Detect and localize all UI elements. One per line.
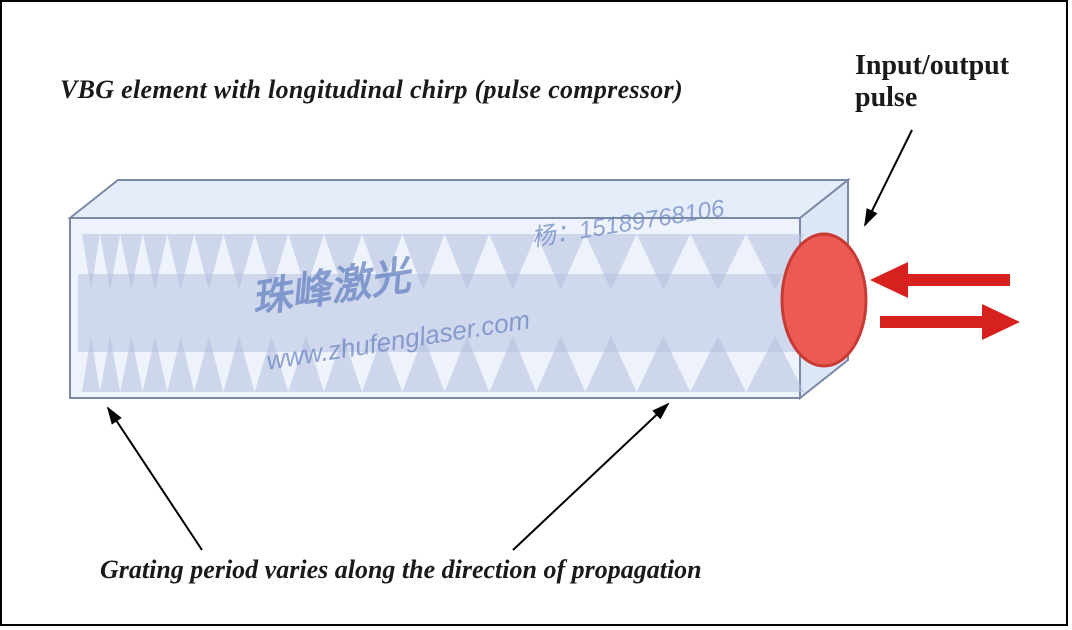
left-pointer-line xyxy=(108,408,202,550)
right-pointer-line xyxy=(513,404,668,550)
input-arrow-icon xyxy=(870,262,1010,298)
diagram-canvas: VBG element with longitudinal chirp (pul… xyxy=(0,0,1072,630)
io-pointer-line xyxy=(865,130,912,225)
output-arrow-icon xyxy=(880,304,1020,340)
vbg-top-face xyxy=(70,180,848,218)
grating-caption: Grating period varies along the directio… xyxy=(100,555,702,585)
pulse-circle xyxy=(782,234,866,366)
diagram-svg xyxy=(0,0,1072,630)
